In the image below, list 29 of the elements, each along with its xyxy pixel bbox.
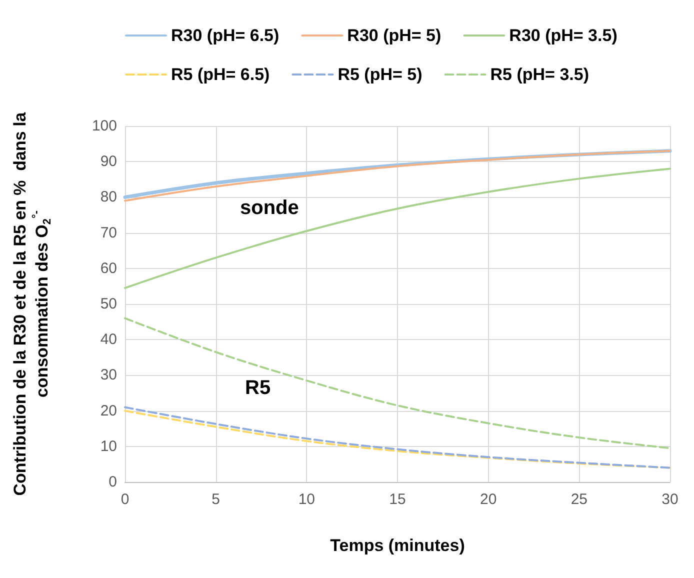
- y-tick-label: 20: [100, 402, 117, 420]
- y-tick-label: 60: [100, 260, 117, 277]
- x-tick-label: 20: [480, 491, 497, 508]
- x-tick-label: 5: [212, 491, 220, 508]
- y-tick-label: 40: [100, 331, 117, 348]
- y-tick-label: 50: [100, 296, 117, 312]
- y-tick-label: 10: [100, 438, 117, 455]
- x-axis-title: Temps (minutes): [330, 536, 465, 555]
- x-tick-label: 30: [662, 491, 678, 508]
- y-tick-label: 100: [92, 118, 117, 134]
- y-tick-label: 80: [100, 188, 117, 206]
- y-tick-label: 30: [100, 366, 117, 384]
- x-tick-label: 0: [120, 491, 130, 508]
- x-tick-label: 25: [570, 491, 588, 508]
- line-series: [124, 317, 671, 450]
- line-series: [124, 168, 671, 289]
- legend-label: R30 (pH= 6.5): [171, 26, 280, 45]
- legend-label: R5 (pH= 5): [338, 65, 422, 84]
- x-tick-label: 10: [298, 491, 316, 508]
- y-tick-label: 0: [108, 474, 117, 490]
- annotation: R5: [245, 377, 271, 399]
- legend-label: R5 (pH= 6.5): [171, 65, 270, 84]
- x-tick-label: 15: [389, 491, 406, 508]
- legend-label: R5 (pH= 3.5): [490, 65, 589, 84]
- y-tick-label: 70: [100, 224, 117, 242]
- annotation: sonde: [240, 197, 299, 219]
- legend-label: R30 (pH= 5): [347, 26, 442, 45]
- y-tick-label: 90: [100, 153, 117, 170]
- legend-label: R30 (pH= 3.5): [509, 26, 618, 45]
